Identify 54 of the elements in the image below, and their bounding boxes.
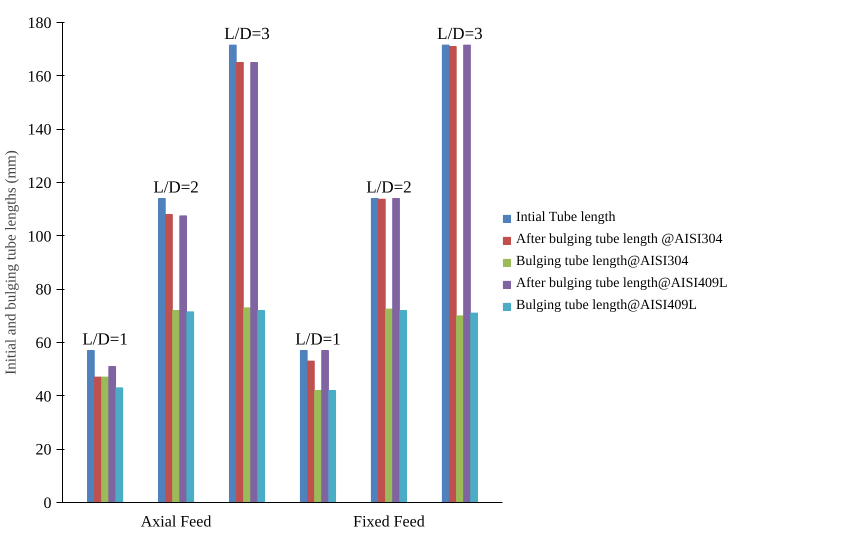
legend-label: Bulging tube length@AISI304 xyxy=(516,254,688,270)
legend-label: Bulging tube length@AISI409L xyxy=(516,298,697,314)
bar xyxy=(87,350,95,502)
bar xyxy=(392,198,400,502)
bar xyxy=(463,44,471,502)
bar xyxy=(378,198,386,502)
legend-label: After bulging tube length @AISI304 xyxy=(516,232,723,248)
annotation: L/D=3 xyxy=(224,24,270,44)
annotation: L/D=2 xyxy=(366,178,412,196)
bar xyxy=(165,214,173,502)
bar xyxy=(172,310,180,502)
bar xyxy=(115,387,124,502)
bar xyxy=(257,310,266,502)
y-tick-label: 160 xyxy=(28,68,52,86)
bar xyxy=(179,215,188,502)
bar xyxy=(108,366,116,502)
y-tick-label: 80 xyxy=(36,282,52,299)
bar xyxy=(328,390,336,502)
bar xyxy=(94,376,102,502)
bar xyxy=(470,312,478,502)
bar xyxy=(385,308,393,502)
y-tick-label: 40 xyxy=(36,388,52,406)
bar xyxy=(250,62,258,502)
legend-label: Intial Tube length xyxy=(516,210,616,226)
x-tick-label: Axial Feed xyxy=(140,514,212,530)
bar xyxy=(456,315,464,502)
y-tick-label: 20 xyxy=(36,442,52,459)
bar xyxy=(370,198,379,502)
annotation: L/D=1 xyxy=(82,330,128,348)
bar xyxy=(314,390,322,502)
bar xyxy=(186,311,194,502)
annotation: L/D=1 xyxy=(295,330,341,348)
y-tick-label: 60 xyxy=(36,335,52,352)
bar xyxy=(442,44,450,502)
bar xyxy=(448,46,457,502)
legend-label: After bulging tube length@AISI409L xyxy=(516,276,728,292)
bar xyxy=(236,62,244,502)
y-tick-label: 120 xyxy=(28,175,52,192)
bar xyxy=(300,350,308,502)
y-tick-label: 0 xyxy=(44,495,52,512)
bar xyxy=(399,310,408,502)
bar xyxy=(243,307,251,502)
x-tick-label: Fixed Feed xyxy=(353,514,425,530)
bar xyxy=(158,198,166,502)
bar xyxy=(321,350,329,502)
y-tick-label: 140 xyxy=(28,122,52,139)
bar xyxy=(101,376,109,502)
annotation: L/D=3 xyxy=(437,24,483,44)
bar xyxy=(228,44,237,502)
y-axis-title: Initial and bulging tube lengths (mm) xyxy=(4,150,20,375)
y-tick-label: 180 xyxy=(28,15,52,32)
bar xyxy=(307,360,315,502)
annotation: L/D=2 xyxy=(153,178,199,196)
y-tick-label: 100 xyxy=(28,228,52,246)
